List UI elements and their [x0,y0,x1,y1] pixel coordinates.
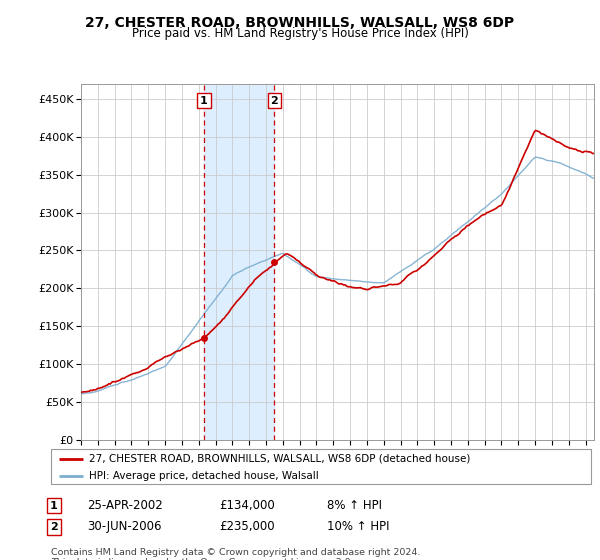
FancyBboxPatch shape [51,449,591,484]
Text: 2: 2 [50,522,58,532]
Text: Contains HM Land Registry data © Crown copyright and database right 2024.
This d: Contains HM Land Registry data © Crown c… [51,548,421,560]
Text: HPI: Average price, detached house, Walsall: HPI: Average price, detached house, Wals… [89,470,319,480]
Text: 1: 1 [50,501,58,511]
Text: 30-JUN-2006: 30-JUN-2006 [87,520,161,534]
Text: 1: 1 [200,96,208,106]
Text: 10% ↑ HPI: 10% ↑ HPI [327,520,389,534]
Bar [204,84,274,440]
Text: 27, CHESTER ROAD, BROWNHILLS, WALSALL, WS8 6DP (detached house): 27, CHESTER ROAD, BROWNHILLS, WALSALL, W… [89,454,470,464]
Text: 25-APR-2002: 25-APR-2002 [87,499,163,512]
Text: Price paid vs. HM Land Registry's House Price Index (HPI): Price paid vs. HM Land Registry's House … [131,27,469,40]
Text: 27, CHESTER ROAD, BROWNHILLS, WALSALL, WS8 6DP: 27, CHESTER ROAD, BROWNHILLS, WALSALL, W… [85,16,515,30]
Text: 8% ↑ HPI: 8% ↑ HPI [327,499,382,512]
Text: £235,000: £235,000 [219,520,275,534]
Text: 2: 2 [271,96,278,106]
Text: £134,000: £134,000 [219,499,275,512]
